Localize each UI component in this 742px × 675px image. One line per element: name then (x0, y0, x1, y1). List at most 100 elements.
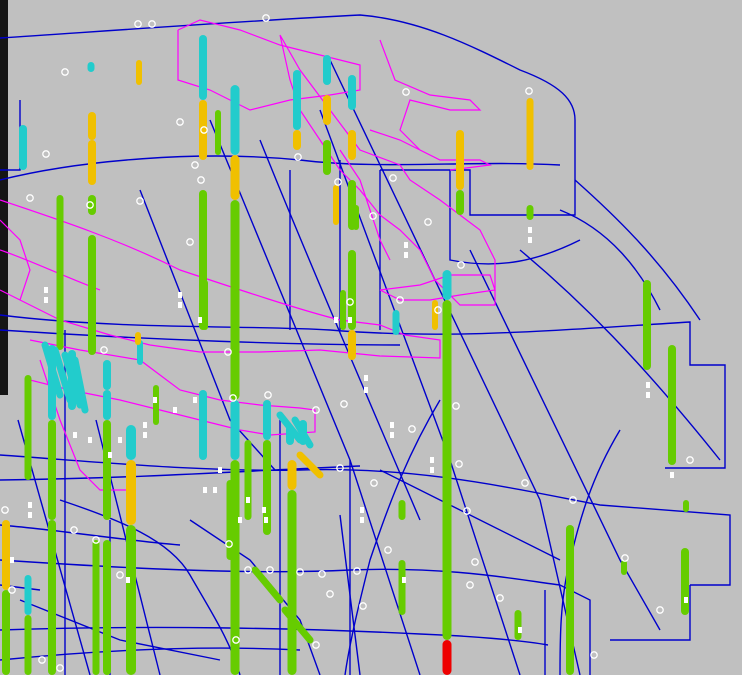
collar-marker-group (1, 14, 694, 672)
drillhole-segment (398, 500, 406, 520)
section-outline-line (519, 249, 721, 461)
sample-tick (264, 517, 268, 523)
section-outline-line (209, 119, 421, 675)
drillhole-tilted (71, 356, 89, 414)
collar-marker (8, 586, 16, 594)
collar-marker (224, 348, 232, 356)
drillhole-segment (293, 70, 301, 130)
collar-marker (466, 581, 474, 589)
sample-tick (118, 437, 122, 443)
collar-marker (359, 602, 367, 610)
drillhole-segment (199, 35, 207, 100)
sample-tick (143, 432, 147, 438)
drillhole-tilted (296, 451, 324, 479)
collar-marker (590, 651, 598, 659)
highlight-outline-line (29, 339, 316, 436)
sample-tick (246, 497, 250, 503)
drillhole-segment (88, 195, 96, 215)
drillhole-tilted (51, 346, 74, 404)
sample-tick (108, 452, 112, 458)
drillhole-segment (24, 615, 32, 675)
drillhole-segment (2, 520, 10, 590)
drillhole-segment (566, 525, 574, 675)
drillhole-segment (353, 205, 359, 230)
collar-marker (1, 506, 9, 514)
drillhole-tilted (41, 341, 64, 399)
drillhole-segment (348, 75, 356, 110)
collar-marker (346, 298, 354, 306)
collar-marker (56, 664, 64, 672)
collar-marker (294, 153, 302, 161)
highlight-outline-line (379, 39, 493, 171)
drillhole-segment (199, 100, 207, 160)
drillhole-segment (215, 110, 221, 155)
collar-marker (396, 296, 404, 304)
sample-tick (402, 577, 406, 583)
sample-tick (518, 627, 522, 633)
collar-marker (197, 176, 205, 184)
sample-tick (198, 317, 202, 323)
section-outline-line (139, 189, 276, 471)
drillhole-segment (442, 270, 452, 300)
sample-tick (173, 407, 177, 413)
collar-marker (266, 566, 274, 574)
collar-marker (92, 536, 100, 544)
collar-marker (457, 261, 465, 269)
section-outline-line (574, 179, 701, 321)
sample-tick (528, 227, 532, 233)
sample-tick (10, 557, 14, 563)
collar-marker (232, 636, 240, 644)
sample-tick (178, 292, 182, 298)
collar-marker (521, 479, 529, 487)
sample-tick (126, 577, 130, 583)
sample-tick (430, 457, 434, 463)
collar-marker (326, 590, 334, 598)
collar-marker (42, 150, 50, 158)
drillhole-segment (340, 290, 346, 330)
highlight-outline-line (177, 19, 361, 111)
collar-marker (186, 238, 194, 246)
drillhole-segment (348, 130, 356, 160)
sample-tick (193, 397, 197, 403)
drillhole-segment (392, 310, 400, 335)
drillhole-segment (24, 575, 32, 615)
drillhole-segment (48, 520, 56, 675)
drillhole-segment (126, 525, 136, 675)
drillhole-segment (88, 235, 96, 355)
drillhole-segment (287, 460, 297, 490)
collar-marker (471, 558, 479, 566)
collar-marker (244, 566, 252, 574)
drillhole-segment (24, 375, 32, 480)
sample-tick (44, 297, 48, 303)
section-outline-line (344, 399, 441, 675)
collar-marker (136, 197, 144, 205)
drillhole-segment (126, 425, 136, 460)
drillhole-segment (293, 130, 301, 150)
sample-tick (153, 397, 157, 403)
collar-marker (389, 174, 397, 182)
drillhole-segment (88, 112, 96, 140)
drillhole-segment (348, 250, 356, 330)
section-outline-line (449, 170, 581, 265)
collar-marker (318, 570, 326, 578)
section-outline-line (189, 519, 321, 675)
collar-marker (116, 571, 124, 579)
drillhole-segment (442, 640, 452, 675)
collar-marker (334, 178, 342, 186)
drillhole-segment (526, 98, 534, 170)
section-outline-line (0, 647, 301, 661)
drillhole-segment (19, 125, 27, 170)
sample-tick (88, 437, 92, 443)
drillhole-segment (87, 62, 95, 72)
sample-tick (334, 317, 338, 323)
drillhole-segment (668, 345, 676, 465)
section-outline-line (259, 139, 421, 521)
sample-tick (218, 467, 222, 473)
sample-tick (684, 597, 688, 603)
sample-tick (262, 507, 266, 513)
drillhole-segment (137, 340, 143, 365)
section-outline-line (0, 14, 576, 216)
collar-marker (569, 496, 577, 504)
drillhole-group (2, 35, 689, 675)
